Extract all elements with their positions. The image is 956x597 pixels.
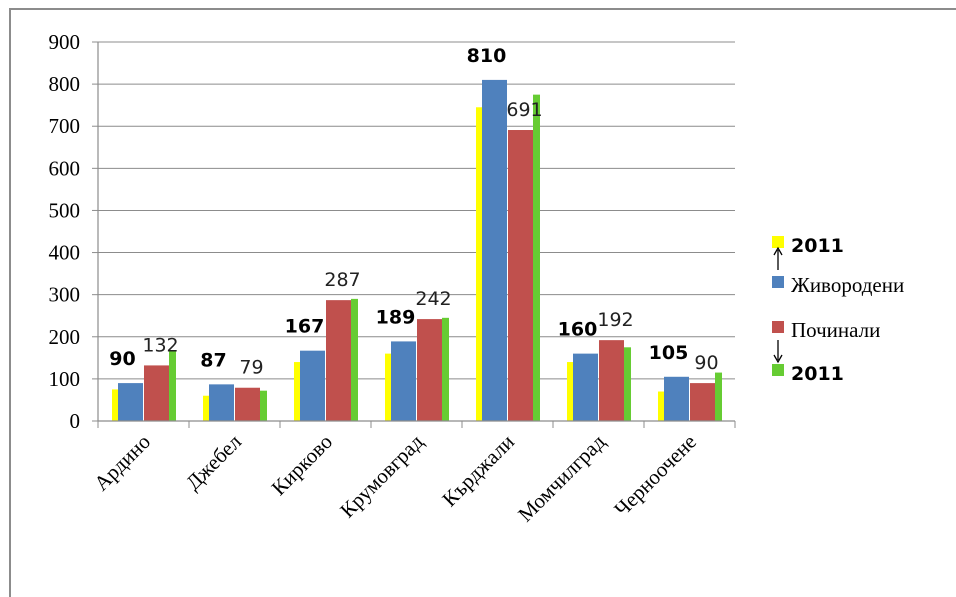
legend-arrow-up-head <box>773 246 783 256</box>
y-tick-label: 500 <box>49 198 81 222</box>
bar-2-3 <box>391 341 416 421</box>
bar-4-1 <box>260 390 267 421</box>
legend-swatch-1 <box>772 236 784 248</box>
data-label-zhivorodeni: 105 <box>649 342 689 364</box>
x-category-label: Момчилград <box>513 429 610 526</box>
y-tick-label: 100 <box>49 367 81 391</box>
y-tick-label: 700 <box>49 114 81 138</box>
legend: 2011 Живородени Починали 2011 <box>772 235 904 385</box>
bar-2-2 <box>300 350 325 421</box>
x-category-label: Кирково <box>267 430 337 500</box>
data-label-zhivorodeni: 189 <box>376 306 416 328</box>
data-label-pochinali: 192 <box>597 309 633 331</box>
bars <box>112 79 722 422</box>
x-category-label: Черноочене <box>609 430 701 522</box>
bar-2-4 <box>482 79 507 422</box>
legend-swatch-3 <box>772 321 784 333</box>
data-label-pochinali: 287 <box>324 269 360 291</box>
bar-3-2 <box>326 300 351 421</box>
data-label-zhivorodeni: 167 <box>285 316 325 338</box>
x-category-label: Кърджали <box>437 430 519 512</box>
bar-1-6 <box>658 391 665 421</box>
bar-1-2 <box>294 362 301 421</box>
data-label-zhivorodeni: 810 <box>467 45 507 67</box>
bar-3-3 <box>417 319 442 421</box>
bar-3-0 <box>144 365 169 421</box>
x-category-label: Джебел <box>181 430 246 495</box>
data-label-zhivorodeni: 87 <box>200 349 226 371</box>
data-label-pochinali: 691 <box>506 99 542 121</box>
bar-4-2 <box>351 298 358 421</box>
legend-label-2: Живородени <box>791 273 904 297</box>
data-label-pochinali: 90 <box>694 352 718 374</box>
bar-2-6 <box>664 376 689 421</box>
y-tick-label: 300 <box>49 283 81 307</box>
legend-arrow-down-head <box>773 354 783 364</box>
bar-1-3 <box>385 353 392 421</box>
gridlines <box>98 41 735 380</box>
x-category-label: Ардино <box>89 430 155 496</box>
bar-4-0 <box>169 350 176 421</box>
axes: 0 100 200 300 400 500 600 700 800 900 Ардино Джебел… <box>49 30 736 526</box>
legend-label-3: Починали <box>791 318 880 342</box>
legend-swatch-2 <box>772 276 784 288</box>
bar-4-3 <box>442 317 449 421</box>
bar-3-4 <box>508 130 533 422</box>
y-tick-label: 800 <box>49 72 81 96</box>
bar-2-5 <box>573 353 598 421</box>
data-label-pochinali: 132 <box>142 334 178 356</box>
y-tick-label: 400 <box>49 241 81 265</box>
legend-swatch-4 <box>772 364 784 376</box>
data-label-pochinali: 79 <box>239 357 263 379</box>
data-label-zhivorodeni: 90 <box>109 348 135 370</box>
bar-2-1 <box>209 384 234 421</box>
x-category-label: Крумовград <box>335 429 428 522</box>
bar-1-5 <box>567 362 574 421</box>
y-tick-label: 600 <box>49 156 81 180</box>
legend-label-4: 2011 <box>791 363 844 385</box>
y-tick-label: 0 <box>70 409 81 433</box>
bar-3-5 <box>599 340 624 421</box>
chart-frame <box>9 8 956 597</box>
y-tick-label: 200 <box>49 325 81 349</box>
bar-4-6 <box>715 372 722 421</box>
data-label-zhivorodeni: 160 <box>558 319 598 341</box>
legend-label-1: 2011 <box>791 235 844 257</box>
bar-3-6 <box>690 383 715 421</box>
bar-2-0 <box>118 383 143 421</box>
bar-3-1 <box>235 387 260 421</box>
data-labels: 90 87 167 189 810 160 105 132 79 287 242 691 192 90 <box>109 45 718 379</box>
bar-4-4 <box>533 94 540 421</box>
bar-4-5 <box>624 347 631 421</box>
bar-1-0 <box>112 389 119 421</box>
y-tick-label: 900 <box>49 30 81 54</box>
data-label-pochinali: 242 <box>415 288 451 310</box>
bar-1-4 <box>476 107 483 422</box>
bar-1-1 <box>203 395 210 421</box>
